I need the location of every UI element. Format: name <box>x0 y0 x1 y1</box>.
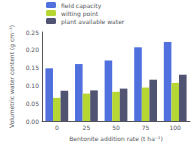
svg-text:50: 50 <box>112 124 120 131</box>
svg-text:0.05: 0.05 <box>26 100 40 107</box>
svg-text:0.00: 0.00 <box>26 118 40 125</box>
svg-text:wilting point: wilting point <box>61 10 99 18</box>
svg-text:100: 100 <box>169 124 181 131</box>
svg-text:field capacity: field capacity <box>61 2 102 10</box>
svg-text:0.10: 0.10 <box>26 82 40 89</box>
svg-text:0.25: 0.25 <box>26 29 40 36</box>
svg-text:Volumetric water content (g cm: Volumetric water content (g cm⁻³) <box>8 25 16 128</box>
svg-text:25: 25 <box>83 124 91 131</box>
svg-text:plant available water: plant available water <box>61 18 125 26</box>
svg-text:75: 75 <box>142 124 150 131</box>
svg-text:0: 0 <box>55 124 59 131</box>
svg-text:Bentonite addition rate (t ha⁻: Bentonite addition rate (t ha⁻¹) <box>69 135 163 142</box>
svg-text:0.20: 0.20 <box>26 46 40 53</box>
svg-text:0.15: 0.15 <box>26 64 40 71</box>
